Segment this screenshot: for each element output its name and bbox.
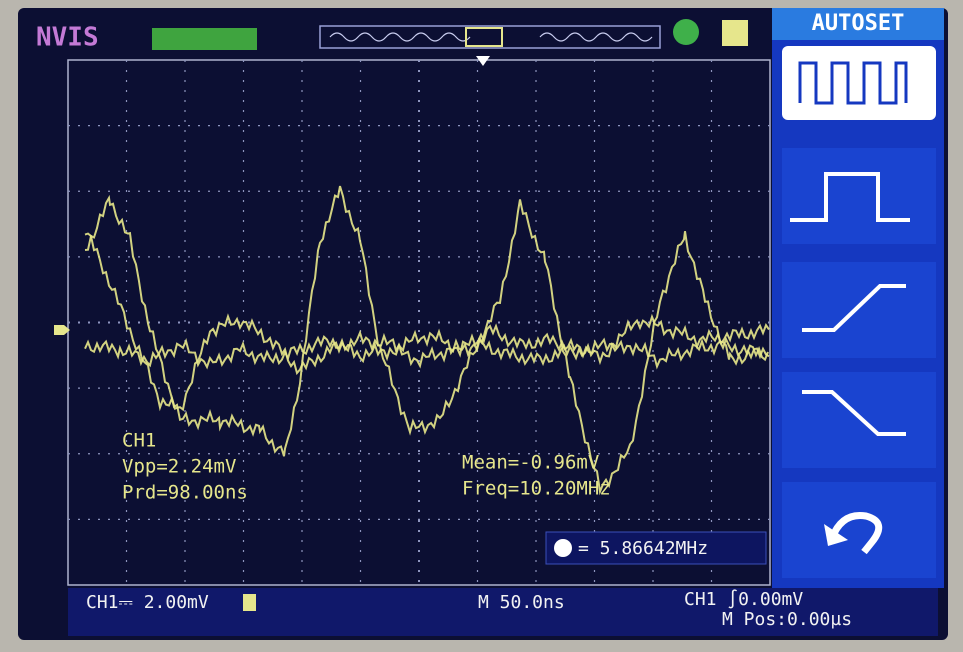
vpp-measurement: Vpp=2.24mV — [122, 456, 236, 478]
mean-measurement: Mean=-0.96mV — [462, 452, 599, 474]
timebase: M 50.0ns — [478, 592, 565, 613]
page: NVIS CH1 Vpp=2.24mV Prd=98.00ns Mean=-0.… — [0, 0, 963, 652]
oscilloscope-screen: NVIS CH1 Vpp=2.24mV Prd=98.00ns Mean=-0.… — [0, 0, 963, 652]
channel-label: CH1 — [122, 430, 156, 452]
horizontal-position: M Pos:0.00µs — [722, 609, 852, 630]
run-status — [152, 28, 257, 50]
trigger-level: CH1 ∫0.00mV — [684, 589, 803, 610]
menu-title: AUTOSET — [812, 11, 905, 36]
counter-icon — [554, 539, 572, 557]
ch1-scale: CH1⎓ 2.00mV — [86, 592, 209, 613]
menu-button-back[interactable] — [782, 482, 936, 578]
menu-button-pulse[interactable] — [782, 148, 936, 244]
menu-button-square[interactable] — [782, 46, 936, 120]
bandwidth-icon — [243, 594, 256, 611]
usb-icon — [722, 20, 748, 46]
frequency-measurement: Freq=10.20MHz — [462, 478, 611, 500]
trigger-status-icon — [673, 19, 699, 45]
menu-button-rise[interactable] — [782, 262, 936, 358]
frequency-counter: = 5.86642MHz — [578, 538, 708, 559]
brand: NVIS — [36, 23, 99, 53]
menu-button-fall[interactable] — [782, 372, 936, 468]
period-measurement: Prd=98.00ns — [122, 482, 248, 504]
